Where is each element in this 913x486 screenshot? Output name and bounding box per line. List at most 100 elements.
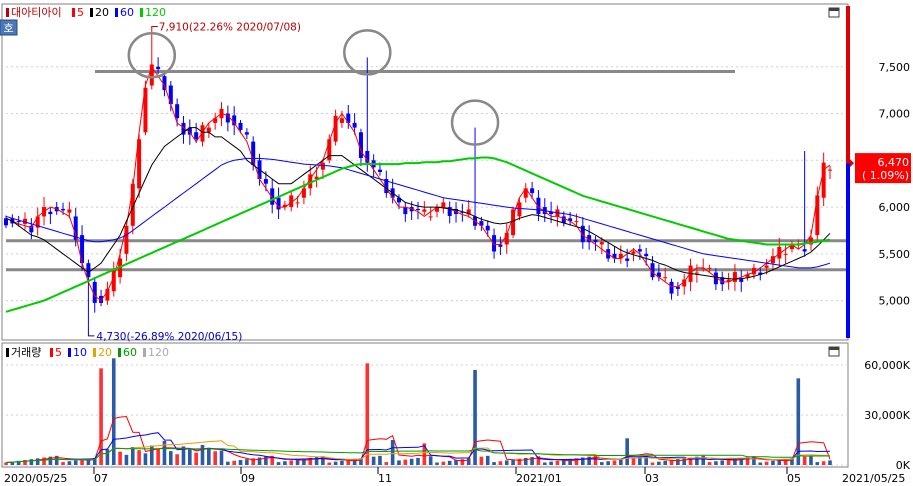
legend-swatch <box>140 8 143 17</box>
candle-body <box>593 239 598 243</box>
volume-bar <box>454 460 458 465</box>
volume-bar <box>238 460 243 465</box>
volume-bar <box>270 455 275 465</box>
volume-legend: 거래량 5 10 20 60 120 <box>6 346 169 359</box>
volume-bar <box>257 457 262 465</box>
volume-bar <box>390 440 395 465</box>
candle-body <box>73 216 78 240</box>
candle-body <box>156 66 161 70</box>
volume-bar <box>35 458 40 465</box>
peak-circle <box>343 29 392 76</box>
candle-body <box>732 272 737 282</box>
volume-bar <box>612 460 617 465</box>
candle-body <box>168 85 173 105</box>
candle-body <box>764 265 769 268</box>
volume-bar <box>460 459 465 465</box>
candle-body <box>580 225 585 243</box>
candlestick-series <box>4 28 832 326</box>
volume-y-axis: 60,000K 30,000K 0K <box>864 359 910 472</box>
volume-bar <box>264 456 268 465</box>
volume-bar <box>676 459 680 465</box>
volume-bar <box>561 460 566 465</box>
candle-body <box>276 197 281 210</box>
x-tick-label: 2021/01 <box>516 472 562 485</box>
volume-bar <box>384 462 389 465</box>
panel-maximize-button[interactable] <box>828 7 840 18</box>
volume-bar <box>422 443 427 465</box>
volume-bar <box>308 457 313 465</box>
volume-bar <box>61 462 65 465</box>
candle-body <box>416 208 420 210</box>
volume-bar <box>219 450 224 465</box>
volume-bar <box>111 358 116 465</box>
candle-body <box>282 204 287 208</box>
volume-bar <box>733 458 737 465</box>
volume-bar <box>67 461 72 465</box>
volume-bar <box>80 459 84 465</box>
volume-bar <box>232 460 236 465</box>
peak-circle <box>450 99 500 146</box>
x-tick-label: 05 <box>787 472 801 485</box>
date-x-axis: 2020/05/25 07 09 11 2021/01 03 05 2021/05/25 <box>4 467 905 485</box>
candle-body <box>206 127 211 133</box>
last-price-pointer <box>850 159 854 168</box>
volume-bar <box>124 454 129 465</box>
circled-peaks <box>127 29 500 146</box>
volume-bar <box>29 459 34 465</box>
volume-bar <box>726 459 731 465</box>
moving-average-lines <box>5 65 831 313</box>
candle-body <box>435 207 440 212</box>
side-toggle-bg[interactable] <box>0 19 18 36</box>
legend-swatch <box>143 348 146 357</box>
legend-swatch <box>68 348 71 357</box>
volume-bar <box>188 449 192 465</box>
volume-bar <box>650 462 655 465</box>
candle-body <box>263 179 268 184</box>
candle-body <box>428 216 433 218</box>
volume-bar <box>581 457 585 465</box>
volume-bar <box>10 461 15 465</box>
candle-body <box>777 246 782 259</box>
volume-bar <box>378 455 382 465</box>
volume-bar <box>720 460 725 465</box>
legend-swatch <box>50 348 53 357</box>
legend-label: 20 <box>95 6 109 19</box>
candle-body <box>479 221 484 226</box>
volume-bar <box>169 451 173 465</box>
volume-bar <box>745 457 750 465</box>
candle-body <box>187 127 192 135</box>
candle-body <box>225 113 230 123</box>
candle-body <box>802 249 807 252</box>
candle-body <box>333 115 338 142</box>
x-tick-label: 11 <box>378 472 392 485</box>
volume-tick-label: 30,000K <box>864 409 910 422</box>
volume-bar <box>346 460 351 465</box>
volume-bar <box>587 456 591 465</box>
candle-body <box>726 279 731 282</box>
price-legend: 대아티아이 5 20 60 120 <box>6 6 166 19</box>
volume-bar <box>771 460 775 465</box>
candle-body <box>301 188 306 198</box>
volume-bar <box>245 459 249 465</box>
candle-body <box>447 207 452 216</box>
volume-bar <box>200 444 205 465</box>
candle-body <box>739 279 744 282</box>
price-panel-frame <box>1 3 849 341</box>
legend-swatch <box>6 8 9 17</box>
volume-bar <box>143 453 148 465</box>
volume-panel: 60,000K 30,000K 0K 거래량 5 10 20 60 120 <box>1 342 911 472</box>
side-toggle-button[interactable]: 호 <box>0 19 18 36</box>
candle-body <box>16 221 21 223</box>
volume-bar <box>530 457 534 465</box>
volume-bar <box>809 455 813 465</box>
candle-body <box>365 150 370 163</box>
volume-bar <box>295 459 300 465</box>
volume-maximize-button[interactable] <box>828 346 840 357</box>
ma-line-120 <box>5 156 831 313</box>
candle-body <box>656 272 661 278</box>
volume-bar <box>73 460 78 465</box>
candle-body <box>587 235 592 243</box>
candle-body <box>599 242 604 245</box>
legend-label: 거래량 <box>11 346 41 359</box>
candle-body <box>358 132 363 158</box>
